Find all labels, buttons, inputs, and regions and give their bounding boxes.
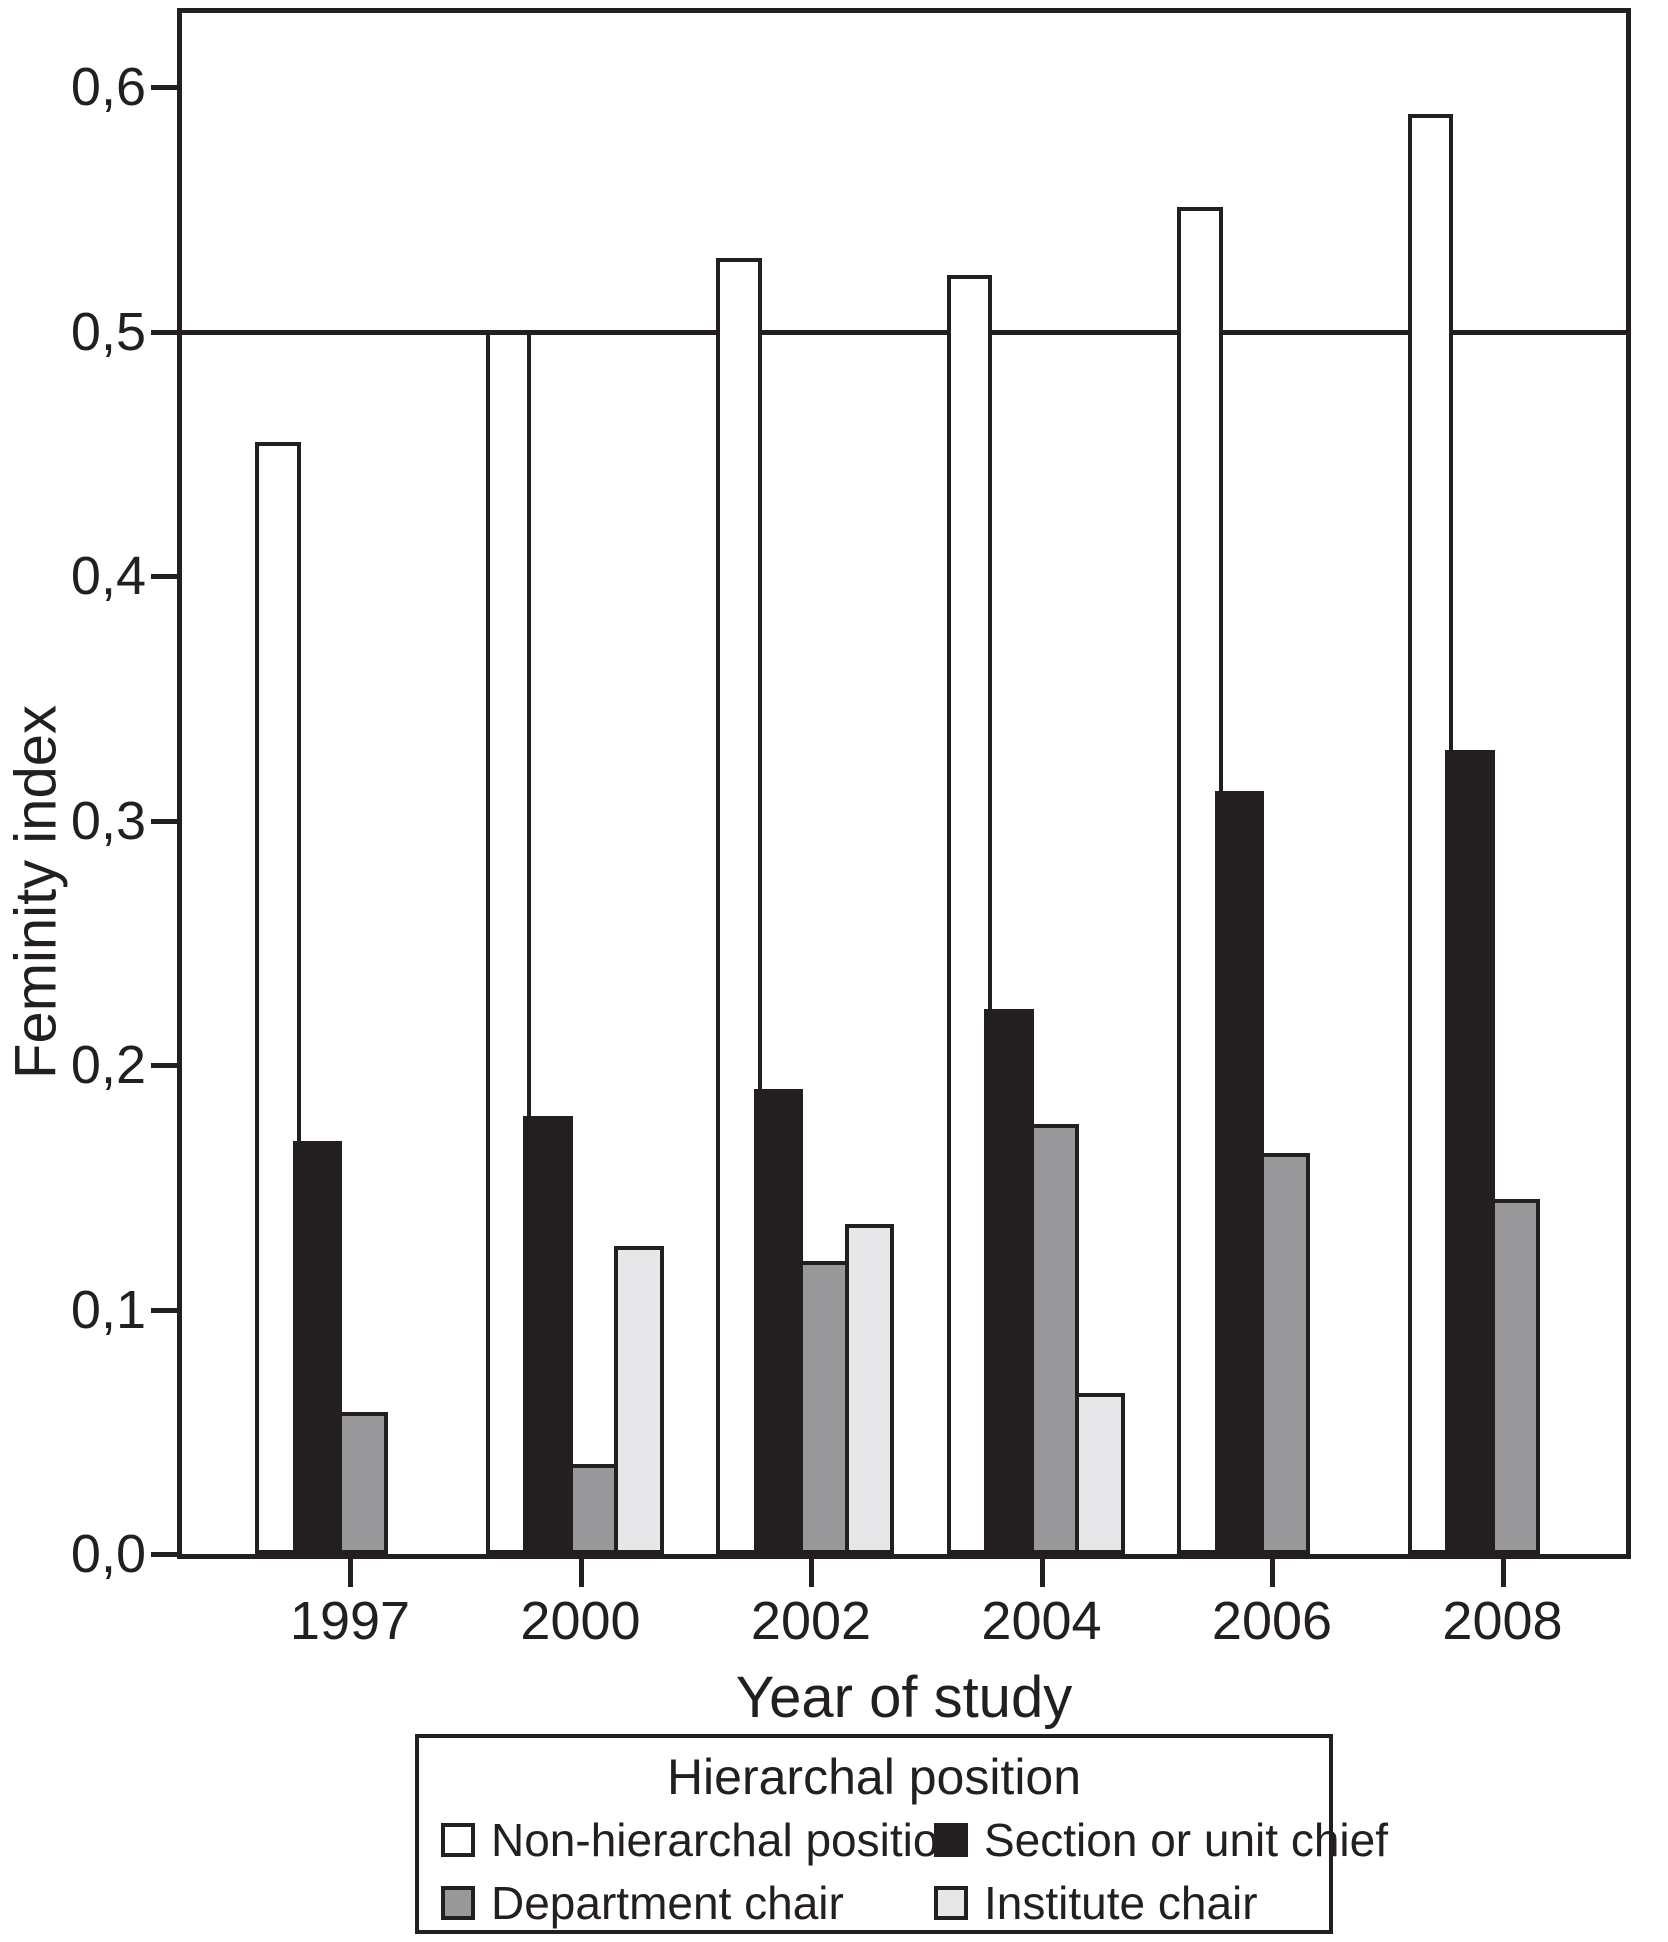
y-tick-label-0,5: 0,5	[70, 301, 146, 362]
legend-item-section-or-unit-chief: Section or unit chief	[934, 1814, 1388, 1866]
bar-group-1997	[255, 13, 445, 1554]
bar-group-2002	[716, 13, 906, 1554]
bar-group-2000	[485, 13, 676, 1554]
x-tick-2008	[1500, 1559, 1506, 1587]
x-tick-label-2004: 2004	[981, 1591, 1102, 1651]
bar-group-2008	[1407, 13, 1598, 1554]
bar-2006-department-chair	[1260, 1153, 1310, 1554]
legend-swatch-icon	[441, 1823, 475, 1857]
x-tick-label-2000: 2000	[520, 1591, 641, 1651]
bar-2006-section-or-unit-chief	[1214, 791, 1264, 1554]
x-tick-1997	[348, 1559, 353, 1587]
legend-item-department-chair: Department chair	[441, 1877, 844, 1929]
x-tick-2002	[809, 1559, 814, 1587]
bar-group-2004	[946, 13, 1137, 1554]
reference-line-0.5	[182, 329, 1626, 335]
bar-1997-section-or-unit-chief	[292, 1141, 342, 1554]
bar-2000-section-or-unit-chief	[523, 1116, 573, 1554]
bar-2002-section-or-unit-chief	[753, 1089, 803, 1554]
bar-2008-section-or-unit-chief	[1445, 750, 1495, 1554]
bar-2002-institute-chair	[844, 1224, 894, 1554]
x-tick-2004	[1039, 1559, 1045, 1587]
x-axis-title: Year of study	[735, 1665, 1073, 1730]
bar-2002-department-chair	[799, 1261, 849, 1554]
y-tick-0,4	[151, 574, 177, 579]
legend-label: Section or unit chief	[984, 1814, 1389, 1866]
y-axis-title: Feminity index	[3, 705, 69, 1079]
bar-1997-department-chair	[338, 1412, 388, 1554]
y-tick-label-0,1: 0,1	[70, 1279, 146, 1340]
y-tick-0,5	[151, 329, 177, 335]
legend-swatch-icon	[934, 1886, 968, 1920]
bar-2004-section-or-unit-chief	[984, 1009, 1034, 1554]
y-tick-label-0,3: 0,3	[70, 790, 146, 851]
y-tick-label-0,6: 0,6	[70, 57, 146, 117]
legend-label: Institute chair	[984, 1877, 1258, 1929]
legend-title: Hierarchal position	[666, 1749, 1082, 1805]
y-tick-label-0,4: 0,4	[70, 546, 146, 606]
bar-2000-institute-chair	[614, 1246, 664, 1554]
legend-box: Hierarchal position Non-hierarchal posit…	[415, 1734, 1388, 1934]
bar-2008-department-chair	[1490, 1199, 1540, 1554]
x-tick-2000	[578, 1559, 584, 1587]
y-tick-0,1	[151, 1307, 177, 1313]
x-tick-2006	[1270, 1559, 1275, 1587]
legend-swatch-icon	[934, 1823, 968, 1857]
plot-area	[177, 8, 1631, 1559]
y-tick-0,3	[151, 818, 177, 824]
x-tick-label-2002: 2002	[750, 1591, 872, 1651]
y-tick-0,2	[151, 1063, 177, 1068]
bar-2000-non-hierarchal-position	[485, 331, 531, 1554]
bar-2000-department-chair	[568, 1464, 618, 1554]
legend-item-non-hierarchal-position: Non-hierarchal position	[441, 1814, 964, 1866]
y-tick-0,0	[151, 1552, 177, 1557]
y-tick-0,6	[151, 85, 177, 90]
x-tick-label-2006: 2006	[1211, 1591, 1333, 1651]
legend-label: Department chair	[491, 1877, 844, 1929]
legend-item-institute-chair: Institute chair	[934, 1877, 1258, 1929]
x-tick-label-1997: 1997	[289, 1591, 411, 1651]
y-tick-label-0,0: 0,0	[70, 1524, 146, 1584]
bar-2004-institute-chair	[1075, 1393, 1125, 1554]
y-tick-label-0,2: 0,2	[70, 1035, 146, 1095]
bar-2004-department-chair	[1029, 1124, 1079, 1554]
legend-swatch-icon	[441, 1886, 475, 1920]
bar-group-2006	[1177, 13, 1367, 1554]
x-tick-label-2008: 2008	[1442, 1591, 1563, 1651]
legend-label: Non-hierarchal position	[491, 1814, 965, 1866]
